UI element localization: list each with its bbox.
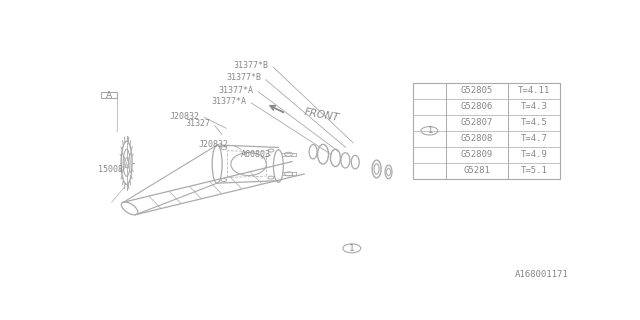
Text: G52807: G52807 (461, 118, 493, 127)
Bar (413, 83, 559, 179)
Text: J20832: J20832 (169, 111, 199, 121)
Text: G5281: G5281 (463, 166, 490, 175)
Text: 31377*B: 31377*B (234, 60, 269, 69)
Text: 31377*B: 31377*B (226, 73, 261, 82)
Text: T=4.3: T=4.3 (520, 102, 547, 111)
Text: 1: 1 (427, 126, 432, 135)
Text: G52806: G52806 (461, 102, 493, 111)
Text: A168001171: A168001171 (515, 270, 568, 279)
Text: G52809: G52809 (461, 150, 493, 159)
Text: 1: 1 (349, 244, 355, 253)
Text: T=5.1: T=5.1 (520, 166, 547, 175)
Text: A: A (106, 91, 112, 100)
Text: T=4.7: T=4.7 (520, 134, 547, 143)
Text: A60803: A60803 (241, 150, 271, 159)
Text: T=4.9: T=4.9 (520, 150, 547, 159)
Bar (101, 92, 116, 98)
Text: 31327: 31327 (186, 119, 211, 128)
Text: 15008: 15008 (98, 165, 123, 174)
Text: FRONT: FRONT (303, 107, 340, 123)
Text: 31377*A: 31377*A (219, 86, 253, 95)
Text: 31377*A: 31377*A (211, 97, 246, 106)
Text: J20832: J20832 (199, 140, 229, 149)
Text: T=4.11: T=4.11 (518, 86, 550, 95)
Text: T=4.5: T=4.5 (520, 118, 547, 127)
Text: G52805: G52805 (461, 86, 493, 95)
Text: G52808: G52808 (461, 134, 493, 143)
